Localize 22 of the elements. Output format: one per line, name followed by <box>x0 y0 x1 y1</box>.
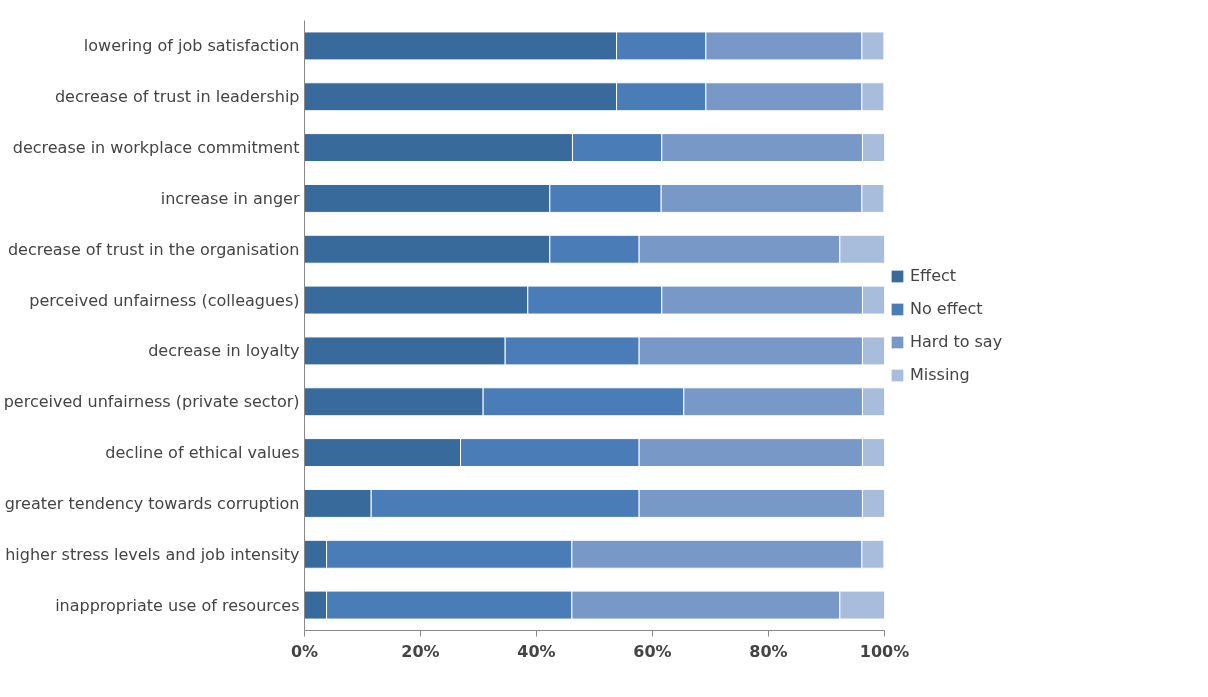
y-tick-label: inappropriate use of resources <box>55 595 300 615</box>
x-tick-label: 40% <box>517 641 556 661</box>
legend-label: No effect <box>910 299 983 318</box>
x-tick-label: 80% <box>749 641 788 661</box>
y-tick-label: decrease in loyalty <box>148 341 300 361</box>
y-tick-label: decrease of trust in leadership <box>54 87 300 107</box>
y-tick-label: increase in anger <box>160 188 300 208</box>
y-tick-label: higher stress levels and job intensity <box>5 544 300 564</box>
x-tick-label: 20% <box>401 641 440 661</box>
y-tick-label: lowering of job satisfaction <box>83 36 300 56</box>
x-tick-label: 100% <box>859 641 910 661</box>
y-tick-label: greater tendency towards corruption <box>4 493 300 513</box>
y-tick-label: perceived unfairness (private sector) <box>3 392 300 412</box>
y-tick-label: decrease in workplace commitment <box>12 138 300 158</box>
y-tick-label: decrease of trust in the organisation <box>7 239 300 259</box>
x-tick-label: 60% <box>633 641 672 661</box>
legend-label: Effect <box>910 266 957 285</box>
x-tick-label: 0% <box>290 641 319 661</box>
legend-label: Hard to say <box>910 332 1003 351</box>
y-tick-label: perceived unfairness (colleagues) <box>29 290 300 310</box>
y-tick-label: decline of ethical values <box>105 443 300 463</box>
legend-label: Missing <box>910 365 970 384</box>
